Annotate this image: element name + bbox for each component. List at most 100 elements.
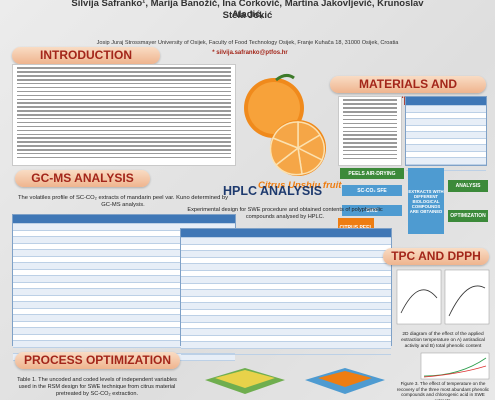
table-row bbox=[13, 270, 235, 276]
flow-step: SWE bbox=[342, 205, 402, 216]
section-heading: INTRODUCTION bbox=[12, 47, 160, 64]
text-line bbox=[343, 126, 397, 129]
table-header bbox=[13, 215, 235, 224]
table-row bbox=[181, 336, 391, 342]
text-line bbox=[17, 79, 231, 81]
table-row bbox=[13, 335, 235, 341]
table-row bbox=[406, 106, 486, 113]
section-heading: TPC AND DPPH bbox=[383, 248, 489, 265]
table-row bbox=[13, 309, 235, 315]
flow-step: PEELS AIR-DRYING bbox=[340, 168, 404, 179]
table-row bbox=[181, 310, 391, 316]
table-row bbox=[13, 257, 235, 263]
table-row bbox=[13, 244, 235, 250]
text-line bbox=[343, 118, 397, 121]
text-line bbox=[343, 107, 397, 109]
text-line bbox=[343, 122, 397, 125]
text-line bbox=[17, 94, 231, 97]
text-line bbox=[17, 117, 231, 120]
text-line bbox=[343, 114, 397, 117]
text-line bbox=[17, 71, 231, 73]
text-line bbox=[343, 157, 397, 160]
section-heading: GC-MS ANALYSIS bbox=[15, 170, 150, 187]
table-row bbox=[181, 258, 391, 264]
text-line bbox=[343, 103, 397, 105]
text-line bbox=[343, 99, 397, 101]
email: * silvija.safranko@ptfos.hr bbox=[212, 50, 288, 56]
text-line bbox=[343, 134, 397, 136]
table-row bbox=[406, 152, 486, 158]
text-line bbox=[17, 121, 231, 124]
table-row bbox=[181, 342, 391, 349]
text-line bbox=[17, 86, 231, 89]
table-row bbox=[13, 296, 235, 302]
text-block bbox=[338, 96, 402, 166]
text-line bbox=[343, 153, 397, 156]
authors: Silvija Šafranko¹, Marija Banožić, Ina Ć… bbox=[71, 0, 424, 20]
table-row bbox=[181, 238, 391, 245]
image-label: Citrus Unshiu fruit bbox=[258, 180, 342, 191]
caption: Figure 3. The effect of temperature on t… bbox=[396, 381, 490, 400]
affiliation: Josip Juraj Strossmayer University of Os… bbox=[96, 40, 399, 46]
table-row bbox=[13, 276, 235, 283]
flow-step: ANALYSIS bbox=[448, 180, 488, 192]
table-row bbox=[181, 349, 391, 355]
text-line bbox=[343, 111, 397, 113]
caption: 2D diagram of the effect of the applied … bbox=[401, 332, 485, 349]
text-line bbox=[17, 75, 231, 77]
table-row bbox=[13, 231, 235, 237]
table-row bbox=[13, 224, 235, 231]
text-line bbox=[17, 137, 231, 139]
flow-step: SC-CO₂ SFE bbox=[342, 185, 402, 196]
text-line bbox=[17, 125, 231, 128]
text-line bbox=[17, 110, 231, 112]
table-row bbox=[181, 316, 391, 323]
authors: Stela Jokić bbox=[222, 10, 273, 21]
table-row bbox=[406, 132, 486, 139]
diagram bbox=[420, 352, 490, 380]
caption: The volatiles profile of SC-CO₂ extracts… bbox=[17, 195, 229, 209]
table-row bbox=[13, 250, 235, 257]
text-line bbox=[17, 67, 231, 69]
fruit-image bbox=[244, 73, 326, 176]
text-line bbox=[17, 145, 231, 147]
text-line bbox=[343, 130, 397, 133]
table-row bbox=[406, 113, 486, 119]
table-row bbox=[181, 277, 391, 284]
table-row bbox=[406, 139, 486, 145]
diagram bbox=[396, 269, 490, 325]
flow-step: OPTIMIZATION bbox=[448, 210, 488, 222]
text-line bbox=[17, 82, 231, 85]
text-line bbox=[17, 156, 231, 159]
table-row bbox=[181, 271, 391, 277]
table-row bbox=[181, 264, 391, 271]
table-row bbox=[406, 165, 486, 171]
text-line bbox=[343, 142, 397, 144]
table-row bbox=[181, 251, 391, 258]
table-row bbox=[181, 323, 391, 329]
table-row bbox=[13, 263, 235, 270]
table-row bbox=[13, 328, 235, 335]
table-row bbox=[13, 315, 235, 322]
table-row bbox=[181, 284, 391, 290]
text-line bbox=[343, 149, 397, 152]
text-line bbox=[17, 152, 231, 155]
table-row bbox=[13, 302, 235, 309]
text-line bbox=[17, 129, 231, 132]
surface-plots bbox=[205, 368, 385, 394]
text-line bbox=[343, 146, 397, 148]
section-heading: HPLC ANALYSIS bbox=[222, 184, 323, 198]
text-line bbox=[343, 138, 397, 140]
table bbox=[405, 96, 487, 171]
table-row bbox=[406, 126, 486, 132]
table-row bbox=[181, 245, 391, 251]
table-row bbox=[13, 341, 235, 348]
table-header bbox=[406, 97, 486, 106]
table-row bbox=[181, 290, 391, 297]
flow-step: EXTRACTS WITH DIFFERENT BIOLOGICAL COMPO… bbox=[408, 168, 444, 234]
table-row bbox=[13, 289, 235, 296]
table-row bbox=[406, 145, 486, 152]
table-row bbox=[13, 283, 235, 289]
table-row bbox=[181, 297, 391, 303]
